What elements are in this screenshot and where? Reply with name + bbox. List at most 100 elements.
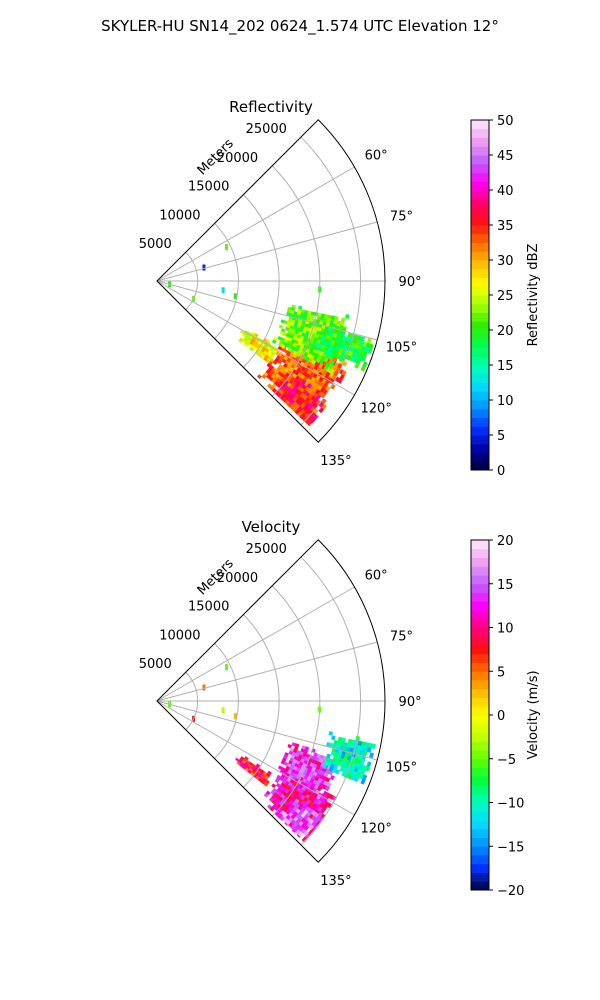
refl-echo-cell: [345, 314, 350, 320]
refl-angle-tick-label: 60°: [365, 148, 388, 163]
vel-echo-cell: [263, 792, 269, 798]
refl-colorbar-swatch: [471, 365, 489, 375]
vel-colorbar-tick-label: −15: [497, 840, 524, 855]
vel-echo-cell: [287, 781, 293, 787]
refl-echo-region: [313, 325, 374, 372]
vel-colorbar-swatch: [471, 872, 489, 882]
vel-colorbar-swatch: [471, 837, 489, 847]
refl-echo-cell: [313, 345, 319, 352]
vel-colorbar-tick-label: 0: [497, 709, 505, 724]
refl-echo-region: [274, 376, 327, 424]
refl-colorbar-swatch: [471, 242, 489, 252]
refl-colorbar-swatch: [471, 251, 489, 261]
vel-echo-cell: [329, 774, 335, 781]
refl-echo-cell: [329, 352, 335, 358]
vel-echo-cell: [365, 765, 371, 772]
vel-colorbar-swatch: [471, 680, 489, 690]
vel-colorbar-swatch: [471, 601, 489, 611]
refl-colorbar-tick-label: 25: [497, 289, 514, 304]
vel-echo-cell: [360, 778, 366, 785]
refl-angle-tick-label: 75°: [390, 209, 413, 224]
vel-echo-cell: [369, 752, 374, 759]
vel-angle-tick-label: 90°: [399, 695, 422, 710]
vel-small-echo: [221, 707, 225, 714]
vel-echo-cell: [308, 824, 315, 830]
vel-title: Velocity: [242, 518, 301, 536]
refl-azimuth-line: [156, 221, 378, 282]
refl-echo-cell: [271, 339, 277, 344]
vel-small-echo: [202, 684, 206, 691]
refl-small-echo: [202, 264, 206, 271]
vel-small-echo: [225, 664, 229, 671]
vel-echo-cell: [263, 781, 269, 787]
vel-range-tick-label: 15000: [188, 600, 229, 615]
refl-range-tick-label: 10000: [159, 208, 200, 223]
refl-echo-cell: [238, 339, 243, 344]
refl-small-echo: [225, 244, 229, 251]
vel-range-tick-label: 25000: [246, 542, 287, 557]
vel-colorbar-swatch: [471, 575, 489, 585]
vel-angle-tick-label: 135°: [320, 874, 351, 889]
vel-sector-outline: [156, 539, 386, 863]
vel-echo-region: [322, 731, 376, 785]
refl-angle-tick-label: 135°: [320, 454, 351, 469]
refl-echo-cell: [305, 356, 311, 362]
refl-colorbar-swatch: [471, 120, 489, 130]
vel-colorbar-swatch: [471, 653, 489, 663]
refl-angle-tick-label: 105°: [386, 341, 417, 356]
refl-sector-outline: [156, 119, 386, 443]
refl-colorbar: 0 5 10 15 20 25 30 35 40 45 50 Reflectivity dBZ: [470, 114, 541, 479]
vel-colorbar-swatch: [471, 723, 489, 733]
vel-small-echo: [233, 713, 237, 720]
vel-echo-cell: [297, 831, 304, 838]
vel-echo-cell: [334, 769, 341, 775]
refl-colorbar-swatch: [471, 172, 489, 182]
vel-echo-cell: [302, 790, 308, 797]
vel-colorbar-tick-label: 10: [497, 622, 514, 637]
refl-colorbar-swatch: [471, 347, 489, 357]
refl-colorbar-swatch: [471, 443, 489, 453]
refl-colorbar-label: Reflectivity dBZ: [526, 244, 541, 347]
refl-colorbar-tick-label: 30: [497, 254, 514, 269]
vel-azimuth-line: [156, 700, 378, 761]
refl-echo-cell: [311, 359, 317, 365]
vel-colorbar-swatch: [471, 540, 489, 550]
vel-colorbar-tick-label: −5: [497, 753, 516, 768]
refl-echo-cell: [249, 346, 254, 352]
vel-colorbar-swatch: [471, 697, 489, 707]
refl-colorbar-tick-label: 35: [497, 219, 514, 234]
vel-colorbar-swatch: [471, 863, 489, 873]
vel-colorbar-swatch: [471, 671, 489, 681]
vel-echo-cell: [269, 806, 275, 812]
refl-colorbar-swatch: [471, 426, 489, 436]
refl-echo-cell: [280, 344, 286, 349]
refl-colorbar-swatch: [471, 260, 489, 270]
vel-colorbar-swatch: [471, 618, 489, 628]
vel-echo-region: [278, 798, 322, 838]
vel-colorbar-swatch: [471, 811, 489, 821]
vel-colorbar-swatch: [471, 828, 489, 838]
refl-echo-cell: [354, 362, 360, 369]
refl-range-tick-label: 5000: [139, 237, 172, 252]
refl-colorbar-swatch: [471, 338, 489, 348]
vel-colorbar-swatch: [471, 592, 489, 602]
refl-echo-cell: [295, 351, 301, 357]
vel-colorbar-swatch: [471, 662, 489, 672]
refl-colorbar-swatch: [471, 312, 489, 322]
refl-echo-cell: [265, 358, 271, 364]
vel-azimuth-line: [156, 700, 355, 816]
vel-echo-cell: [278, 812, 284, 819]
vel-angle-tick-label: 75°: [390, 629, 413, 644]
vel-angle-tick-label: 60°: [365, 568, 388, 583]
refl-colorbar-swatch: [471, 295, 489, 305]
vel-echo-cell: [303, 830, 310, 837]
refl-range-tick-label: 25000: [246, 122, 287, 137]
refl-azimuth-line: [156, 166, 355, 282]
refl-colorbar-swatch: [471, 303, 489, 313]
vel-colorbar-swatch: [471, 785, 489, 795]
refl-colorbar-tick-label: 10: [497, 394, 514, 409]
refl-colorbar-swatch: [471, 461, 489, 471]
refl-colorbar-swatch: [471, 268, 489, 278]
